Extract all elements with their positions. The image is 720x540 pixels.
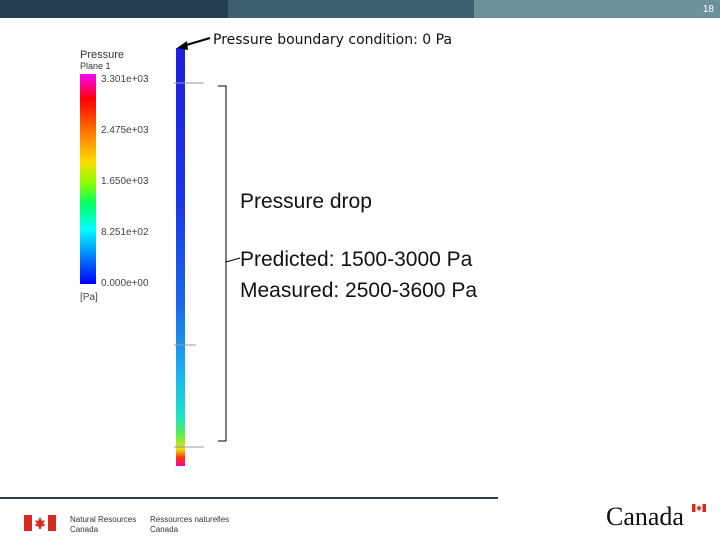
colorbar-subtitle: Plane 1 — [80, 61, 111, 71]
slide-number: 18 — [702, 4, 714, 15]
nrcan-name-fr: Ressources naturelles — [150, 515, 230, 524]
colorbar-tick-2: 2.475e+03 — [101, 125, 149, 136]
predicted-range: Predicted: 1500-3000 Pa — [240, 248, 473, 271]
measured-range: Measured: 2500-3600 Pa — [240, 279, 477, 302]
colorbar-legend — [80, 74, 96, 284]
canada-flag-icon — [24, 515, 56, 531]
header-segment-mid — [228, 0, 474, 18]
boundary-arrow — [182, 37, 211, 47]
wordmark-flag-icon — [692, 504, 706, 512]
pressure-contour-column — [176, 48, 185, 466]
bracket-pointer — [225, 257, 241, 263]
nrcan-country-en: Canada — [70, 525, 99, 534]
header-segment-light — [474, 0, 720, 18]
nrcan-name-en: Natural Resources — [70, 515, 137, 524]
colorbar-unit: [Pa] — [80, 292, 98, 303]
pressure-drop-bracket — [218, 85, 227, 442]
colorbar-tick-min: 0.000e+00 — [101, 278, 149, 289]
header-bar: 18 — [0, 0, 720, 18]
pressure-drop-title: Pressure drop — [240, 190, 372, 213]
colorbar-tick-3: 1.650e+03 — [101, 176, 149, 187]
nrcan-country-fr: Canada — [150, 525, 179, 534]
colorbar-tick-max: 3.301e+03 — [101, 74, 149, 85]
boundary-arrowhead — [177, 41, 188, 50]
colorbar-tick-4: 8.251e+02 — [101, 227, 149, 238]
footer-divider — [0, 497, 498, 499]
header-segment-dark — [0, 0, 228, 18]
canada-wordmark: Canada — [606, 502, 684, 531]
colorbar-title: Pressure — [80, 49, 125, 61]
boundary-condition-label: Pressure boundary condition: 0 Pa — [213, 32, 453, 48]
